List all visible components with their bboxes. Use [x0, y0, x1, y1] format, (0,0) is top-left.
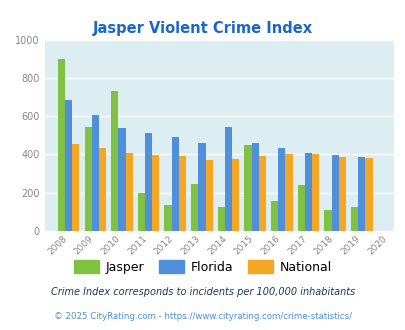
Bar	[251, 143, 258, 231]
Bar	[297, 185, 304, 231]
Text: © 2025 CityRating.com - https://www.cityrating.com/crime-statistics/: © 2025 CityRating.com - https://www.city…	[54, 312, 351, 321]
Bar	[331, 155, 338, 231]
Bar	[364, 158, 372, 231]
Bar	[350, 207, 357, 231]
Bar	[324, 210, 331, 231]
Bar	[125, 153, 132, 231]
Text: Jasper Violent Crime Index: Jasper Violent Crime Index	[93, 21, 312, 36]
Bar	[198, 143, 205, 231]
Bar	[232, 159, 239, 231]
Bar	[145, 133, 152, 231]
Bar	[84, 127, 92, 231]
Bar	[224, 127, 232, 231]
Bar	[191, 183, 198, 231]
Bar	[258, 156, 265, 231]
Bar	[171, 137, 179, 231]
Bar	[179, 156, 185, 231]
Bar	[92, 115, 99, 231]
Bar	[271, 201, 277, 231]
Text: Crime Index corresponds to incidents per 100,000 inhabitants: Crime Index corresponds to incidents per…	[51, 287, 354, 297]
Bar	[244, 145, 251, 231]
Bar	[285, 154, 292, 231]
Bar	[357, 157, 364, 231]
Bar	[72, 144, 79, 231]
Bar	[304, 152, 311, 231]
Bar	[152, 155, 159, 231]
Bar	[99, 148, 106, 231]
Bar	[277, 148, 285, 231]
Legend: Jasper, Florida, National: Jasper, Florida, National	[69, 255, 336, 279]
Bar	[338, 157, 345, 231]
Bar	[164, 205, 171, 231]
Bar	[311, 154, 319, 231]
Bar	[65, 100, 72, 231]
Bar	[118, 128, 125, 231]
Bar	[137, 193, 145, 231]
Bar	[217, 207, 224, 231]
Bar	[111, 91, 118, 231]
Bar	[205, 160, 212, 231]
Bar	[58, 59, 65, 231]
